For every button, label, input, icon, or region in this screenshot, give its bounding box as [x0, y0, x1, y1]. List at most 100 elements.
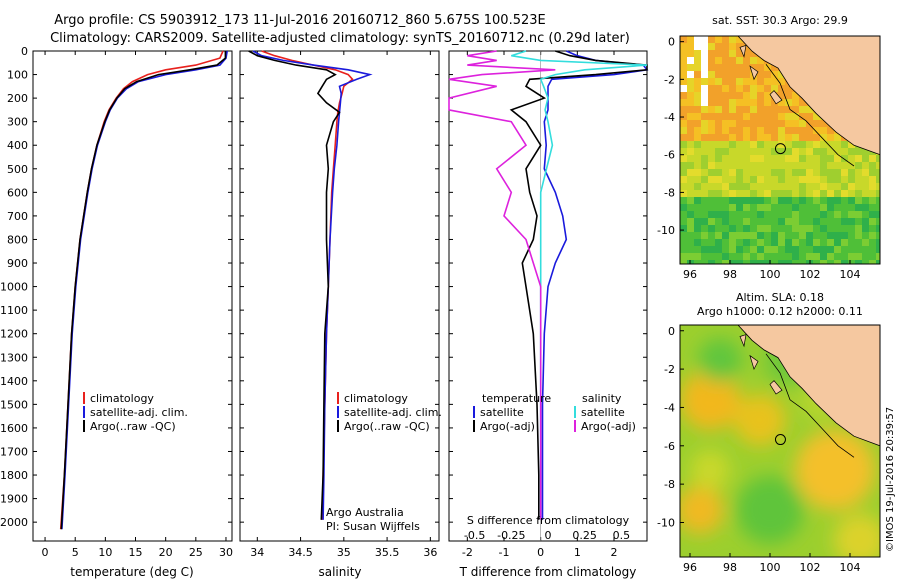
sst-cell — [722, 106, 730, 114]
sst-cell — [771, 169, 779, 177]
sst-cell — [771, 232, 779, 240]
sst-cell — [680, 134, 688, 142]
sst-cell — [701, 99, 709, 107]
sst-map-field — [680, 36, 880, 264]
sst-cell — [820, 190, 828, 198]
salinity-xlabel: salinity — [318, 565, 361, 579]
sst-cell — [785, 113, 793, 121]
x-tick-label: 20 — [159, 546, 173, 559]
sst-cell — [722, 78, 730, 86]
sst-cell — [743, 260, 751, 264]
sst-cell — [729, 141, 737, 149]
s-tick-label: 0.5 — [613, 529, 631, 542]
sst-cell — [827, 176, 835, 184]
sst-cell — [708, 57, 716, 65]
sst-cell — [792, 148, 800, 156]
sst-cell — [876, 260, 880, 264]
sst-cell — [764, 85, 772, 93]
sst-cell — [722, 211, 730, 219]
sst-cell — [862, 232, 870, 240]
sst-cell — [855, 162, 863, 170]
sst-cell — [841, 204, 849, 212]
sla-map: Altim. SLA: 0.18 Argo h1000: 0.12 h2000:… — [657, 291, 881, 574]
sst-cell — [715, 141, 723, 149]
sst-cell — [708, 64, 716, 72]
s-tick-label: -0.25 — [497, 529, 525, 542]
sst-cell — [736, 253, 744, 261]
sst-cell — [848, 169, 856, 177]
legend-sat-label: satellite-adj. clim. — [344, 406, 442, 419]
sst-cell — [820, 141, 828, 149]
sst-cell — [792, 218, 800, 226]
sst-cell — [799, 169, 807, 177]
sst-cell — [778, 71, 786, 79]
sst-cell — [757, 225, 765, 233]
sst-cell — [680, 57, 688, 65]
sst-cell — [736, 232, 744, 240]
sst-cell — [694, 43, 702, 51]
sst-cell — [820, 204, 828, 212]
sst-cell — [708, 155, 716, 163]
sst-cell — [680, 148, 688, 156]
sst-cell — [757, 57, 765, 65]
sst-cell — [771, 64, 779, 72]
sst-cell — [694, 148, 702, 156]
x-tick-label: 25 — [189, 546, 203, 559]
sst-cell — [736, 57, 744, 65]
sst-cell — [841, 253, 849, 261]
sst-cell — [855, 176, 863, 184]
sst-cell — [785, 204, 793, 212]
land-island — [749, 354, 759, 371]
sst-cell — [694, 50, 702, 58]
sst-cell — [715, 43, 723, 51]
sst-cell — [855, 183, 863, 191]
sst-cell — [841, 155, 849, 163]
sst-cell — [848, 183, 856, 191]
sst-cell — [729, 127, 737, 135]
sst-cell — [722, 155, 730, 163]
sst-cell — [694, 57, 702, 65]
sst-cell — [876, 197, 880, 205]
sst-cell — [813, 246, 821, 254]
sst-cell — [841, 260, 849, 264]
sst-cell — [757, 148, 765, 156]
sst-cell — [785, 134, 793, 142]
sst-cell — [778, 92, 786, 100]
sst-cell — [848, 197, 856, 205]
sst-cell — [708, 141, 716, 149]
sst-cell — [729, 85, 737, 93]
sst-cell — [701, 106, 709, 114]
sst-cell — [722, 57, 730, 65]
sst-cell — [771, 120, 779, 128]
sst-cell — [736, 260, 744, 264]
sst-cell — [736, 134, 744, 142]
map-x-tick-label: 104 — [840, 268, 861, 281]
y-tick-label: 100 — [7, 69, 28, 82]
sst-cell — [680, 155, 688, 163]
x-tick-label: 30 — [219, 546, 233, 559]
sst-cell — [806, 246, 814, 254]
sst-cell — [771, 99, 779, 107]
sst-cell — [687, 155, 695, 163]
sst-cell — [694, 85, 702, 93]
x-tick-label: -1 — [499, 546, 510, 559]
sst-cell — [694, 225, 702, 233]
sst-cell — [708, 120, 716, 128]
sst-cell — [799, 204, 807, 212]
sst-cell — [764, 71, 772, 79]
sst-cell — [827, 155, 835, 163]
sst-cell — [715, 246, 723, 254]
sst-cell — [806, 120, 814, 128]
sst-cell — [785, 141, 793, 149]
sst-cell — [792, 204, 800, 212]
sla-land — [737, 325, 880, 458]
sst-cell — [764, 92, 772, 100]
sst-cell — [834, 183, 842, 191]
sst-cell — [813, 232, 821, 240]
y-tick-label: 600 — [7, 186, 28, 199]
sst-cell — [792, 253, 800, 261]
sst-cell — [722, 225, 730, 233]
sst-cell — [750, 127, 758, 135]
sst-cell — [813, 239, 821, 247]
sst-cell — [757, 71, 765, 79]
